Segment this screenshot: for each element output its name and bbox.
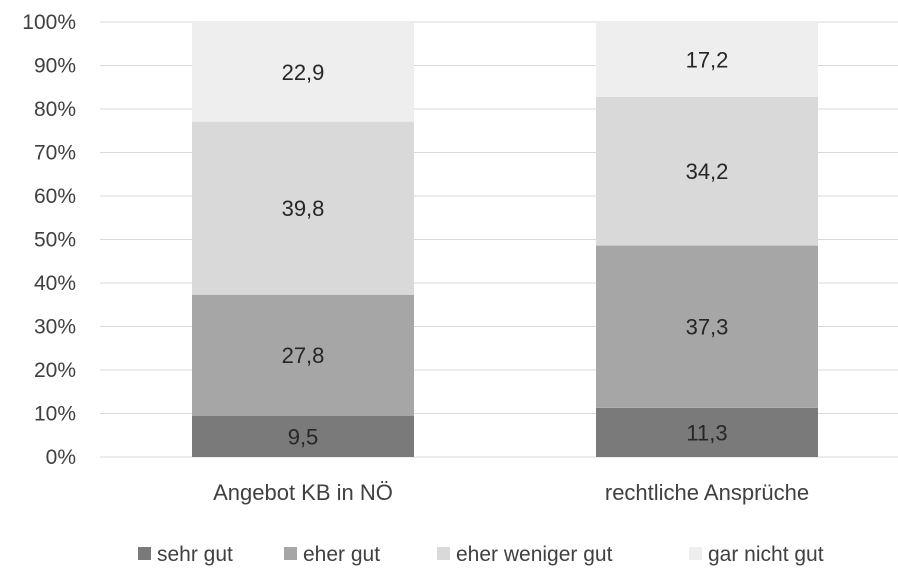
bar-segment [192, 294, 414, 416]
y-tick-label: 90% [34, 55, 76, 78]
y-tick-label: 60% [34, 185, 76, 208]
legend-label: sehr gut [157, 543, 233, 566]
legend-label: gar nicht gut [708, 543, 824, 566]
legend-swatch [138, 547, 151, 560]
y-tick-label: 70% [34, 142, 76, 165]
data-label: 22,9 [282, 60, 325, 85]
legend-label: eher weniger gut [456, 543, 613, 566]
x-category-label: rechtliche Ansprüche [605, 480, 809, 505]
bars [192, 22, 818, 457]
legend-label: eher gut [303, 543, 380, 566]
legend-swatch [284, 547, 297, 560]
data-label: 39,8 [282, 196, 325, 221]
y-tick-label: 20% [34, 359, 76, 382]
y-tick-label: 10% [34, 403, 76, 426]
y-tick-label: 50% [34, 229, 76, 252]
bar-segment [596, 96, 818, 246]
legend: sehr gut eher gut eher weniger gut gar nich… [138, 543, 824, 566]
bar-segment [192, 121, 414, 295]
y-tick-label: 0% [46, 446, 76, 469]
bar-segment [596, 245, 818, 408]
x-axis-labels: Angebot KB in NÖ rechtliche Ansprüche [213, 480, 809, 505]
data-label: 11,3 [686, 420, 727, 445]
data-label: 17,2 [686, 47, 729, 72]
bar-segment [596, 22, 818, 97]
data-label: 37,3 [686, 315, 729, 340]
bar-segment [596, 407, 818, 457]
data-label: 27,8 [282, 343, 325, 368]
bar-segment [192, 22, 414, 122]
y-tick-label: 100% [22, 11, 76, 34]
data-label: 9,5 [288, 424, 319, 449]
y-tick-label: 80% [34, 98, 76, 121]
bar-segment [192, 415, 414, 457]
value-labels: 9,5 27,8 39,8 22,9 11,3 37,3 34,2 17,2 [282, 47, 729, 449]
y-tick-label: 30% [34, 316, 76, 339]
legend-swatch [689, 547, 702, 560]
y-axis-ticks: 0% 10% 20% 30% 40% 50% 60% 70% 80% 90% 100% [22, 11, 76, 469]
data-label: 34,2 [686, 159, 729, 184]
legend-swatch [437, 547, 450, 560]
x-category-label: Angebot KB in NÖ [213, 480, 393, 505]
y-tick-label: 40% [34, 272, 76, 295]
